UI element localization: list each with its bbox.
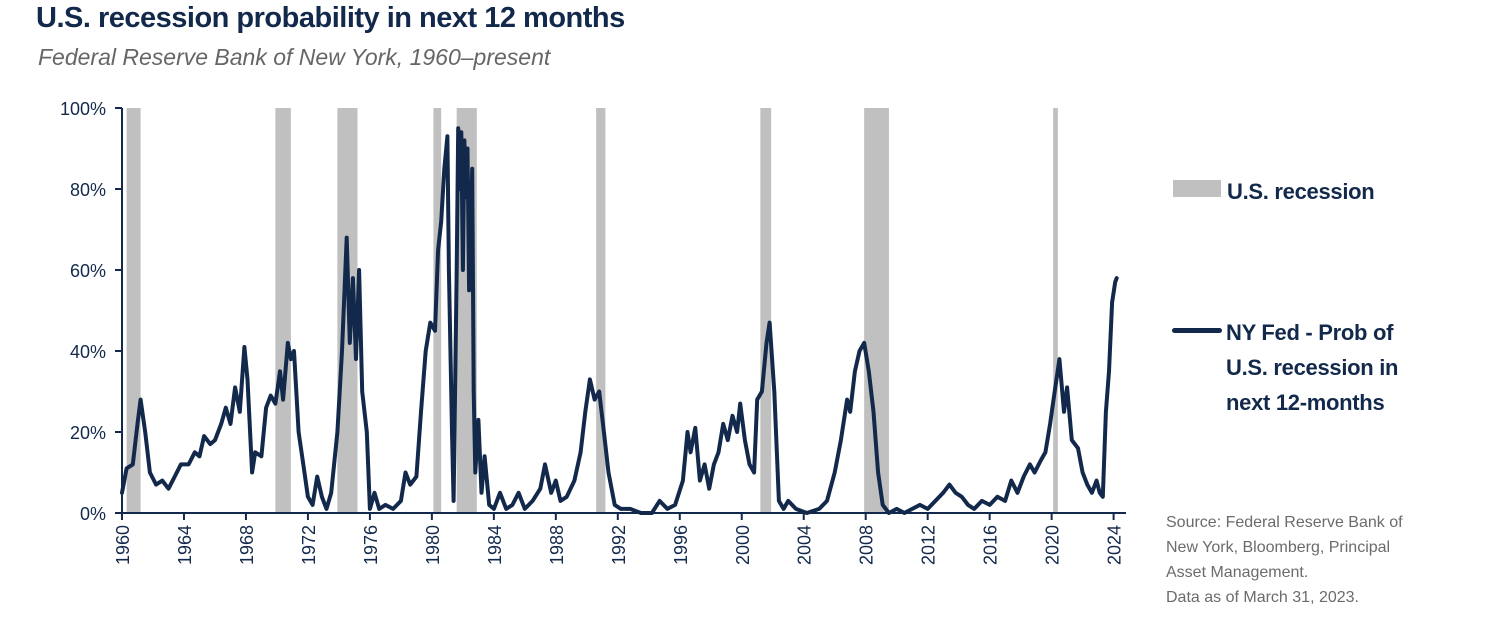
legend-series-label: NY Fed - Prob of U.S. recession in next … bbox=[1226, 315, 1399, 420]
chart-subtitle: Federal Reserve Bank of New York, 1960–p… bbox=[38, 44, 551, 70]
x-tick-label: 2024 bbox=[1105, 525, 1125, 565]
legend-recession: U.S. recession bbox=[1173, 174, 1375, 209]
x-tick-label: 2004 bbox=[795, 525, 815, 565]
source-line-1: Source: Federal Reserve Bank of bbox=[1166, 514, 1403, 531]
x-tick-label: 1988 bbox=[547, 525, 567, 565]
source-note: Source: Federal Reserve Bank of New York… bbox=[1166, 510, 1446, 610]
legend-series-line-1: NY Fed - Prob of bbox=[1226, 320, 1394, 345]
legend-series: NY Fed - Prob of U.S. recession in next … bbox=[1172, 315, 1399, 420]
source-line-3: Asset Management. bbox=[1166, 564, 1309, 581]
x-tick-label: 1984 bbox=[485, 525, 505, 565]
y-tick-label: 60% bbox=[70, 261, 106, 281]
y-tick-label: 0% bbox=[80, 504, 106, 524]
series-swatch bbox=[1172, 328, 1222, 333]
recession-band-6 bbox=[596, 108, 606, 513]
recession-swatch bbox=[1173, 180, 1221, 197]
recession-probability-line bbox=[120, 126, 1119, 515]
axes: 0% 20% 40% 60% 80% 100% 1960 1964 1968 1972 1976 19… bbox=[60, 99, 1126, 565]
y-tick-label: 100% bbox=[60, 99, 106, 119]
y-tick-label: 20% bbox=[70, 423, 106, 443]
legend-series-line-2: U.S. recession in bbox=[1226, 355, 1399, 380]
x-tick-label: 1968 bbox=[237, 525, 257, 565]
x-tick-label: 1964 bbox=[175, 525, 195, 565]
x-tick-label: 1996 bbox=[671, 525, 691, 565]
x-tick-label: 2008 bbox=[857, 525, 877, 565]
legend-series-line-3: next 12-months bbox=[1226, 390, 1385, 415]
recession-bands bbox=[126, 108, 1058, 513]
y-tick-label: 80% bbox=[70, 180, 106, 200]
recession-band-7 bbox=[760, 108, 772, 513]
x-tick-label: 2016 bbox=[981, 525, 1001, 565]
x-tick-label: 1972 bbox=[299, 525, 319, 565]
x-tick-label: 1980 bbox=[423, 525, 443, 565]
x-tick-label: 2012 bbox=[919, 525, 939, 565]
x-tick-label: 1960 bbox=[113, 525, 133, 565]
x-tick-label: 2020 bbox=[1043, 525, 1063, 565]
legend-recession-label: U.S. recession bbox=[1227, 179, 1375, 204]
source-line-2: New York, Bloomberg, Principal bbox=[1166, 539, 1391, 556]
chart-title: U.S. recession probability in next 12 mo… bbox=[36, 2, 625, 34]
x-tick-label: 2000 bbox=[733, 525, 753, 565]
recession-band-2 bbox=[275, 108, 291, 513]
x-tick-label: 1976 bbox=[361, 525, 381, 565]
y-tick-label: 40% bbox=[70, 342, 106, 362]
source-line-4: Data as of March 31, 2023. bbox=[1166, 589, 1359, 606]
recession-band-9 bbox=[1053, 108, 1058, 513]
x-tick-label: 1992 bbox=[609, 525, 629, 565]
